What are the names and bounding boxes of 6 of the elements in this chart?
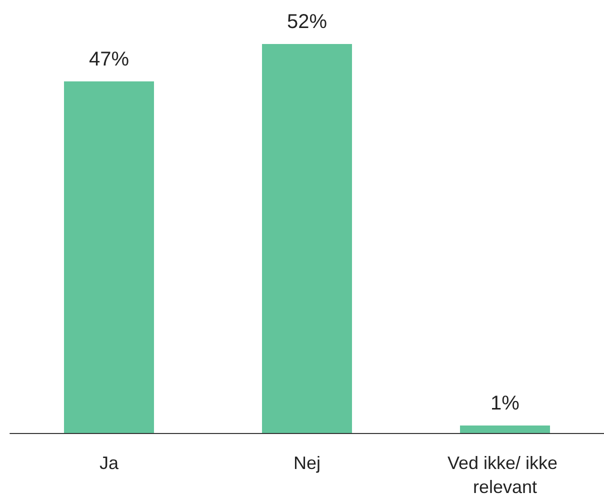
x-tick-label: Ved ikke/ ikke relevant <box>447 453 563 497</box>
x-tick-label: Nej <box>293 453 321 473</box>
x-tick-label: Ja <box>99 453 120 473</box>
data-label: 47% <box>88 48 130 70</box>
data-label: 1% <box>490 392 520 415</box>
data-label: 52% <box>286 11 328 33</box>
